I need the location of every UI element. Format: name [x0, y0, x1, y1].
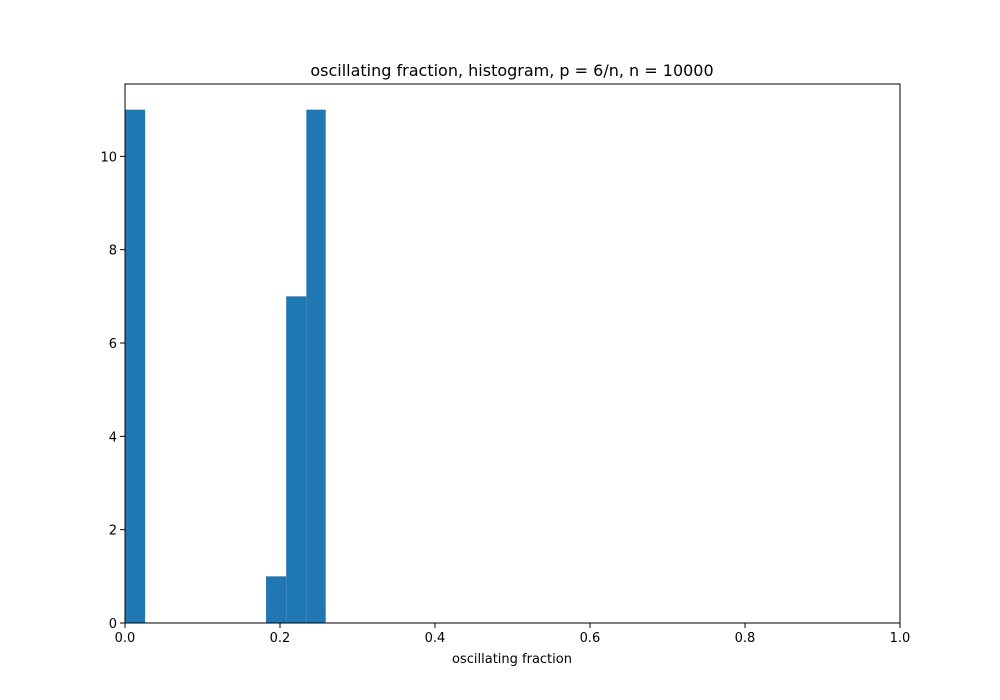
y-tick-label: 4 — [109, 430, 117, 445]
x-tick-label: 0.6 — [580, 631, 601, 646]
x-tick-label: 0.2 — [270, 631, 291, 646]
chart-title: oscillating fraction, histogram, p = 6/n… — [310, 61, 713, 80]
y-axis-ticks: 0 2 4 6 8 10 — [100, 150, 125, 632]
x-tick-label: 0.0 — [115, 631, 136, 646]
x-tick-label: 1.0 — [890, 631, 911, 646]
y-tick-label: 10 — [100, 150, 117, 165]
x-axis-ticks: 0.0 0.2 0.4 0.6 0.8 1.0 — [115, 623, 911, 646]
x-axis-label: oscillating fraction — [452, 652, 572, 667]
y-tick-label: 8 — [109, 244, 117, 259]
histogram-bar — [286, 296, 307, 623]
x-tick-label: 0.8 — [735, 631, 756, 646]
plot-area-frame — [124, 83, 901, 624]
y-tick-label: 0 — [109, 617, 117, 632]
histogram-bar — [125, 109, 146, 623]
y-tick-label: 2 — [109, 524, 117, 539]
x-tick-label: 0.4 — [425, 631, 446, 646]
histogram-bar — [306, 109, 326, 623]
y-tick-label: 6 — [109, 337, 117, 352]
histogram-bar — [266, 576, 287, 623]
histogram-bars — [125, 109, 326, 623]
